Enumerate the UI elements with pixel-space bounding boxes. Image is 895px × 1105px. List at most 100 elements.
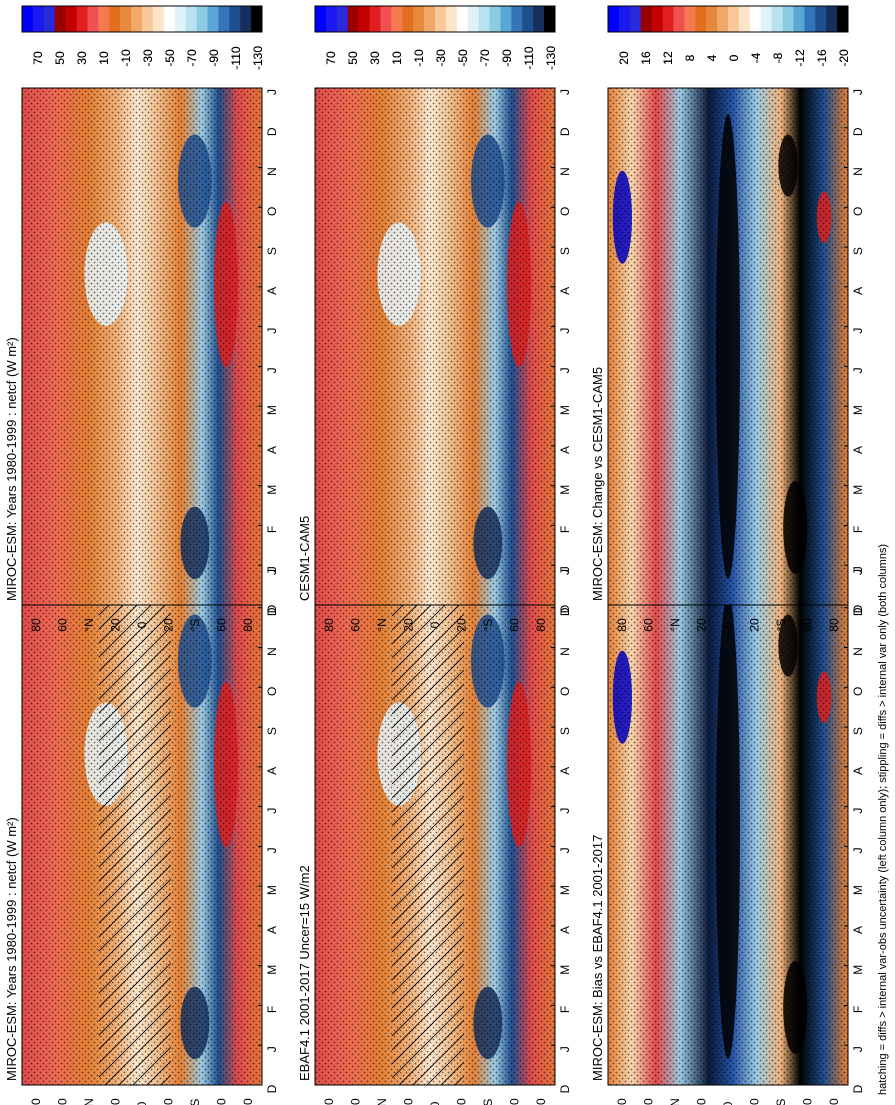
lat-tick-label: 0 [135,1101,149,1105]
figure-footnote: hatching = diffs > internal var-obs unce… [877,544,889,1095]
month-tick-label: J [851,1046,865,1052]
colorbar-swatch [402,6,414,32]
month-tick-label: A [558,287,572,295]
lat-tick-label: 20 [455,1098,469,1105]
stippling-overlay [608,568,848,1085]
colorbar-tick-label: -50 [456,49,470,67]
colorbar-swatch [120,6,132,32]
lat-tick-label: °S [774,619,788,632]
panel-1: MIROC-ESM: Years 1980-1999 : netcf (W m²… [4,5,279,1105]
colorbar-tick-label: -20 [837,49,851,67]
colorbar-swatch [152,6,165,32]
lat-tick-label: °S [188,619,202,632]
colorbar-swatch [511,6,523,32]
panel-title: MIROC-ESM: Change vs CESM1-CAM5 [590,367,605,601]
lat-tick-label: 80 [615,618,629,632]
colorbar-frame [21,5,263,33]
colorbar-swatch [196,6,208,32]
colorbar-tick-label: -30 [141,49,155,67]
lat-tick-label: 20 [695,1098,709,1105]
lat-tick-label: 0 [721,1101,735,1105]
month-tick-label: N [265,647,279,656]
month-tick-label: N [851,647,865,656]
month-tick-label: M [265,885,279,895]
colorbar-tick-label: 70 [324,51,338,65]
month-tick-label: S [265,727,279,735]
colorbar-swatch [489,6,501,32]
month-tick-label: S [851,247,865,255]
colorbar-tick-label: -4 [749,52,763,63]
colorbar-tick-label: 70 [31,51,45,65]
month-tick-label: O [558,687,572,696]
month-tick-label: D [265,1084,279,1093]
lat-tick-label: 60 [56,1098,70,1105]
colorbar-swatch [435,6,447,32]
lat-tick-label: 80 [827,1098,841,1105]
month-tick-label: J [851,808,865,814]
colorbar-tick-label: 50 [346,51,360,65]
month-tick-label: S [558,727,572,735]
month-tick-label: N [851,167,865,176]
colorbar-tick-label: 16 [639,51,653,65]
colorbar-swatch [782,6,794,32]
lat-tick-label: 80 [534,618,548,632]
lat-tick-label: 60 [508,618,522,632]
month-tick-label: A [558,446,572,454]
colorbar-swatch [533,6,545,32]
panel-frame [314,87,556,606]
colorbar-swatch [413,6,425,32]
month-tick-label: A [265,446,279,454]
month-tick-label: J [265,569,279,575]
colorbar-swatch [456,6,469,32]
colorbar-tick-label: 10 [390,51,404,65]
lat-tick-label: 20 [109,1098,123,1105]
colorbar-swatch [793,6,805,32]
lat-tick-label: 20 [162,618,176,632]
month-tick-label: O [851,687,865,696]
colorbar-swatch [728,6,740,32]
colorbar-tick-label: -20 [837,49,851,67]
month-tick-label: A [558,926,572,934]
month-tick-label: A [851,926,865,934]
month-tick-label: J [558,569,572,575]
lat-tick-label: °N [375,618,389,631]
colorbar-tick-label: -110 [229,46,243,69]
month-tick-label: A [851,287,865,295]
colorbar-swatch [336,6,349,32]
panel-2: EBAF4.1 2001-2017 Uncer=15 W/m2 D J F M A M J J A… [297,5,572,1105]
month-tick-label: D [265,607,279,616]
month-tick-label: D [851,604,865,613]
lat-tick-label: °S [188,1099,202,1105]
colorbar-tick-label: -130 [251,46,265,70]
month-tick-label: M [265,485,279,495]
lat-tick-label: 0 [428,621,442,628]
colorbar-tick-label: 4 [705,54,719,61]
colorbar-tick-label: 10 [390,51,404,65]
colorbar-swatch [706,6,718,32]
lat-tick-label: °N [668,1098,682,1105]
colorbar-tick-label: 30 [75,51,89,65]
colorbar-tick-label: -16 [815,49,829,67]
month-tick-label: F [851,1006,865,1013]
colorbar-swatch [522,6,534,32]
lat-tick-label: °N [668,618,682,631]
colorbar-swatch [445,6,458,32]
month-tick-label: D [265,604,279,613]
colorbar: 20 16 12 8 4 0 -4 -8 -12 -16 -20 [607,5,851,67]
colorbar-tick-label: 30 [368,51,382,65]
colorbar-tick-label: 0 [727,54,741,61]
month-tick-label: M [851,485,865,495]
colorbar-swatch [174,6,187,32]
colorbar-tick-label: -30 [434,49,448,67]
colorbar-swatch [771,6,784,32]
month-tick-label: O [265,207,279,216]
month-tick-label: O [265,687,279,696]
lat-tick-label: 0 [135,621,149,628]
colorbar-tick-label: 20 [617,51,631,65]
colorbar-frame [607,5,849,33]
month-tick-label: F [558,1006,572,1013]
panel-title: CESM1-CAM5 [297,516,312,601]
month-tick-label: A [265,767,279,775]
colorbar-tick-label: -8 [771,52,785,63]
